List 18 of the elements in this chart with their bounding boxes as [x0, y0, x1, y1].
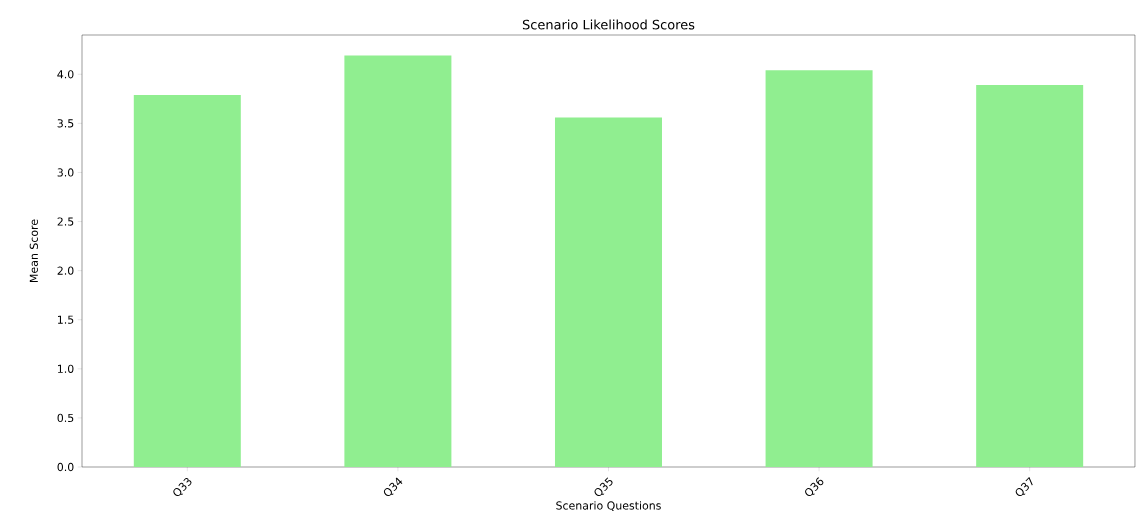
- y-axis-title: Mean Score: [29, 219, 38, 282]
- y-tick-label: 1.5: [58, 315, 74, 324]
- bar: [765, 70, 873, 467]
- y-tick-label: 3.5: [57, 119, 74, 128]
- bar: [976, 85, 1084, 467]
- bar: [133, 94, 241, 467]
- y-tick-label: 3.0: [57, 168, 74, 177]
- chart-title: Scenario Likelihood Scores: [522, 19, 695, 30]
- bar: [554, 117, 662, 467]
- y-tick-label: 2.5: [57, 217, 74, 226]
- y-tick-label: 0.0: [57, 462, 74, 472]
- y-tick-label: 4.0: [57, 70, 74, 79]
- bar: [344, 55, 452, 467]
- y-tick-label: 1.0: [58, 364, 74, 373]
- x-axis-title: Scenario Questions: [556, 501, 661, 511]
- y-tick-label: 2.0: [57, 266, 74, 275]
- y-tick-label: 0.5: [57, 413, 74, 423]
- x-tick-label: Q33: [173, 477, 192, 497]
